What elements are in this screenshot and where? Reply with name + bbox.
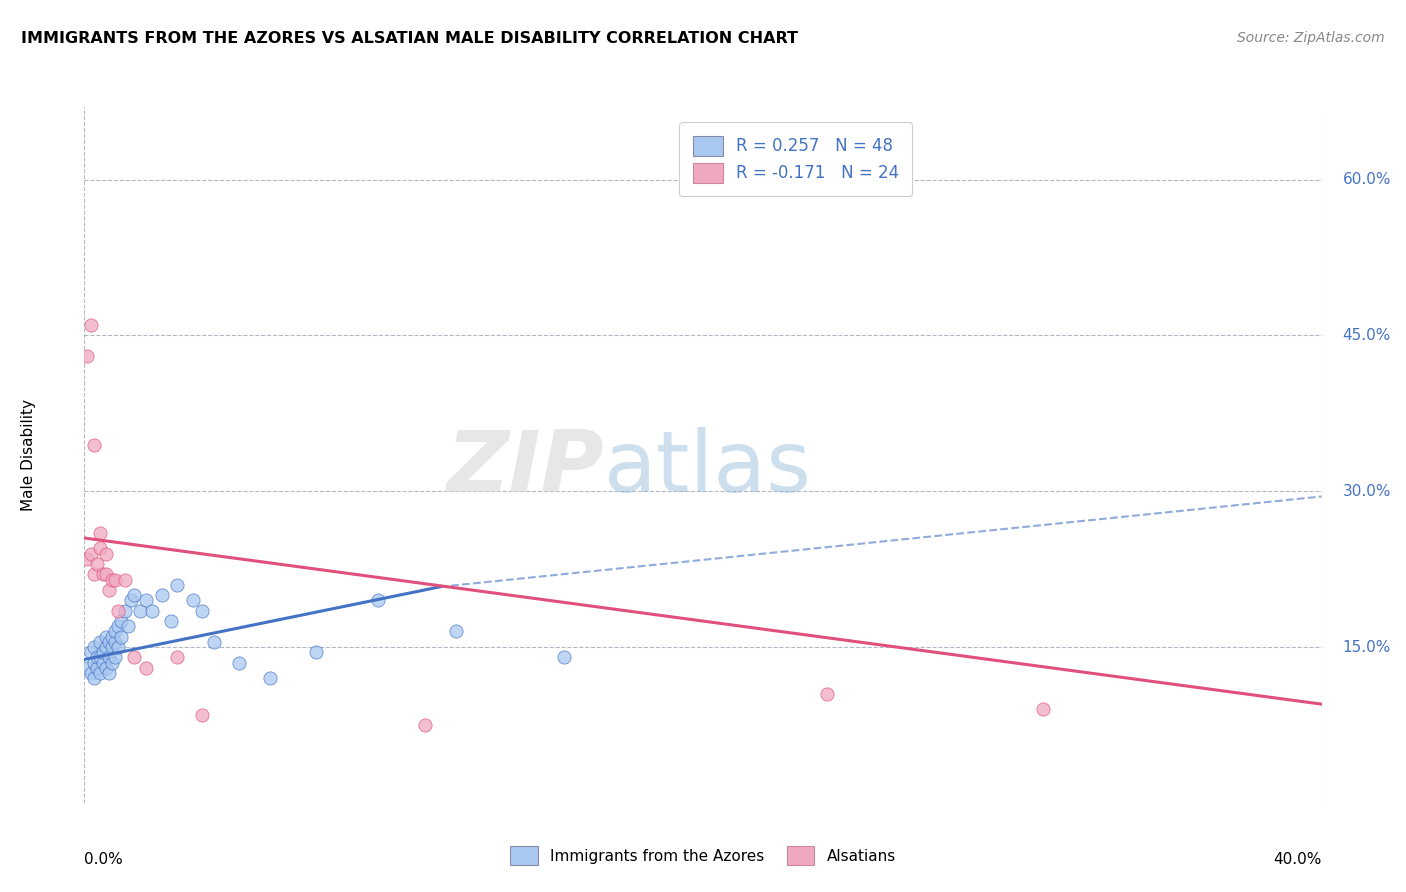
Point bbox=[83, 567, 105, 582]
Point bbox=[107, 604, 129, 618]
Point bbox=[114, 573, 136, 587]
Point bbox=[202, 635, 225, 649]
Point bbox=[114, 604, 136, 618]
Point bbox=[166, 650, 188, 665]
Text: atlas: atlas bbox=[605, 427, 813, 510]
Point bbox=[135, 593, 157, 607]
Point bbox=[83, 656, 105, 670]
Point bbox=[94, 547, 117, 561]
Point bbox=[815, 687, 838, 701]
Point bbox=[86, 650, 108, 665]
Point bbox=[120, 593, 142, 607]
Point bbox=[86, 661, 108, 675]
Point bbox=[76, 551, 98, 566]
Point bbox=[117, 619, 139, 633]
Text: 15.0%: 15.0% bbox=[1343, 640, 1391, 655]
Text: Male Disability: Male Disability bbox=[21, 399, 37, 511]
Point bbox=[104, 624, 127, 639]
Point bbox=[104, 573, 127, 587]
Point bbox=[91, 656, 114, 670]
Point bbox=[141, 604, 163, 618]
Point bbox=[98, 582, 121, 597]
Point bbox=[79, 645, 101, 659]
Point bbox=[91, 645, 114, 659]
Text: 60.0%: 60.0% bbox=[1343, 172, 1391, 187]
Point bbox=[91, 567, 114, 582]
Point bbox=[83, 640, 105, 654]
Point bbox=[104, 650, 127, 665]
Point bbox=[94, 567, 117, 582]
Point bbox=[107, 619, 129, 633]
Point bbox=[86, 557, 108, 571]
Point bbox=[160, 614, 183, 628]
Point bbox=[228, 656, 250, 670]
Point bbox=[181, 593, 204, 607]
Point bbox=[553, 650, 575, 665]
Point bbox=[79, 547, 101, 561]
Point bbox=[110, 614, 132, 628]
Point bbox=[83, 671, 105, 685]
Point bbox=[101, 630, 124, 644]
Point bbox=[104, 635, 127, 649]
Legend: Immigrants from the Azores, Alsatians: Immigrants from the Azores, Alsatians bbox=[503, 840, 903, 871]
Point bbox=[110, 630, 132, 644]
Point bbox=[367, 593, 389, 607]
Point bbox=[79, 665, 101, 680]
Point bbox=[191, 707, 214, 722]
Point bbox=[89, 635, 111, 649]
Point bbox=[122, 588, 145, 602]
Point bbox=[129, 604, 152, 618]
Point bbox=[101, 640, 124, 654]
Point bbox=[89, 665, 111, 680]
Point bbox=[94, 661, 117, 675]
Point bbox=[444, 624, 467, 639]
Point bbox=[98, 635, 121, 649]
Point bbox=[259, 671, 281, 685]
Point bbox=[122, 650, 145, 665]
Text: 0.0%: 0.0% bbox=[84, 852, 124, 866]
Point bbox=[76, 349, 98, 363]
Text: 40.0%: 40.0% bbox=[1274, 852, 1322, 866]
Point bbox=[98, 650, 121, 665]
Point bbox=[89, 541, 111, 556]
Point bbox=[135, 661, 157, 675]
Point bbox=[89, 525, 111, 540]
Point bbox=[150, 588, 173, 602]
Point bbox=[101, 573, 124, 587]
Point bbox=[98, 665, 121, 680]
Point bbox=[305, 645, 328, 659]
Point bbox=[89, 650, 111, 665]
Point bbox=[76, 661, 98, 675]
Legend: R = 0.257   N = 48, R = -0.171   N = 24: R = 0.257 N = 48, R = -0.171 N = 24 bbox=[679, 122, 912, 196]
Point bbox=[94, 640, 117, 654]
Point bbox=[101, 656, 124, 670]
Text: Source: ZipAtlas.com: Source: ZipAtlas.com bbox=[1237, 31, 1385, 45]
Point bbox=[1032, 702, 1054, 716]
Text: 45.0%: 45.0% bbox=[1343, 328, 1391, 343]
Point bbox=[166, 578, 188, 592]
Point bbox=[413, 718, 436, 732]
Text: ZIP: ZIP bbox=[446, 427, 605, 510]
Point bbox=[94, 630, 117, 644]
Point bbox=[79, 318, 101, 332]
Text: IMMIGRANTS FROM THE AZORES VS ALSATIAN MALE DISABILITY CORRELATION CHART: IMMIGRANTS FROM THE AZORES VS ALSATIAN M… bbox=[21, 31, 799, 46]
Point bbox=[107, 640, 129, 654]
Point bbox=[191, 604, 214, 618]
Point bbox=[83, 437, 105, 451]
Text: 30.0%: 30.0% bbox=[1343, 483, 1391, 499]
